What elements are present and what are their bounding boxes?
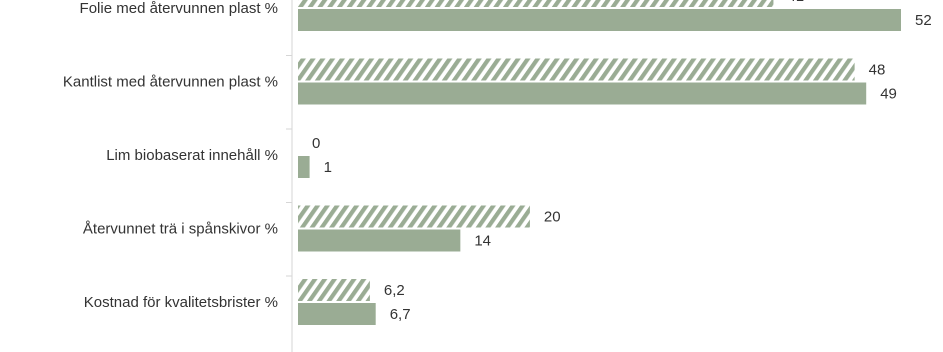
category-label: Lim biobaserat innehåll %: [106, 147, 278, 164]
data-label: 41: [787, 0, 804, 5]
data-label: 1: [324, 159, 332, 176]
data-label: 49: [880, 86, 897, 103]
bar-hatched-4: [298, 279, 370, 301]
data-label: 20: [544, 209, 561, 226]
bar-solid-1: [298, 82, 867, 105]
data-label: 52: [915, 12, 932, 29]
data-label: 6,2: [384, 282, 405, 299]
bar-solid-0: [298, 9, 901, 31]
category-label: Kantlist med återvunnen plast %: [63, 74, 278, 91]
bar-solid-2: [298, 156, 310, 178]
data-label: 6,7: [390, 306, 411, 323]
data-label: 14: [474, 233, 491, 250]
bar-hatched-3: [298, 205, 530, 228]
category-label: Återvunnet trä i spånskivor %: [83, 221, 278, 238]
bar-solid-4: [298, 303, 376, 325]
bar-hatched-0: [298, 0, 774, 7]
category-label: Folie med återvunnen plast %: [80, 0, 278, 17]
bar-hatched-1: [298, 58, 855, 81]
category-label: Kostnad för kvalitetsbrister %: [84, 294, 278, 311]
bar-solid-3: [298, 229, 461, 252]
data-label: 48: [869, 62, 886, 79]
data-label: 0: [312, 135, 320, 152]
